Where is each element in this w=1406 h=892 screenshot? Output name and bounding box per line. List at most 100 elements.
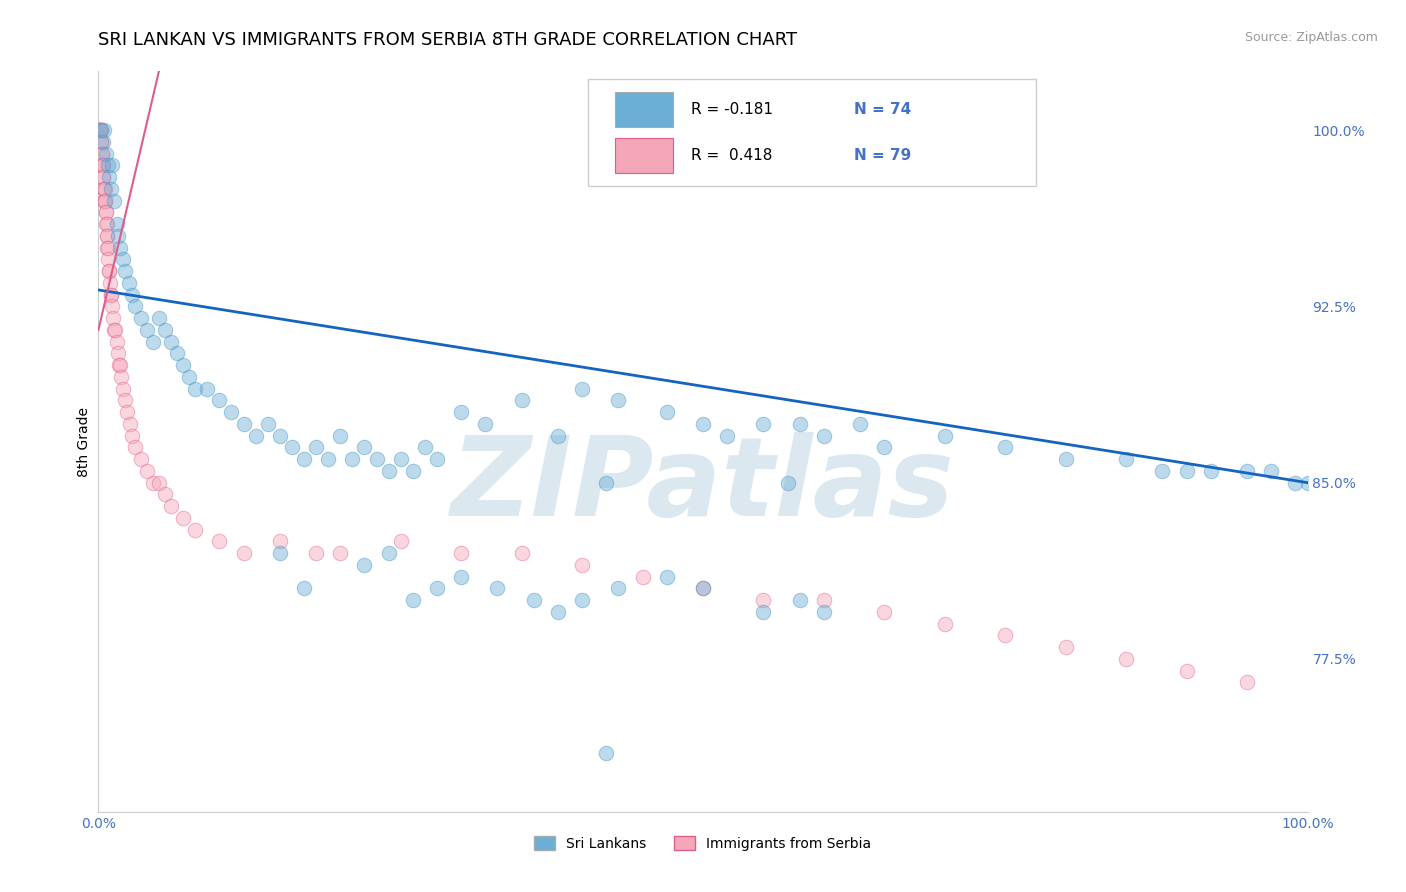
Point	[90, 135, 112, 149]
Point	[111, 382, 134, 396]
Point	[256, 417, 278, 431]
Point	[655, 405, 678, 419]
Point	[142, 475, 165, 490]
Point	[366, 452, 388, 467]
Point	[90, 135, 112, 149]
Point	[1175, 664, 1198, 678]
Point	[121, 287, 143, 301]
Point	[124, 441, 146, 455]
Point	[114, 393, 136, 408]
Point	[94, 205, 117, 219]
Point	[90, 123, 112, 137]
Point	[269, 546, 291, 560]
Point	[111, 252, 134, 267]
Point	[1175, 464, 1198, 478]
Point	[100, 182, 122, 196]
Point	[1054, 640, 1077, 655]
Point	[655, 570, 678, 584]
Point	[316, 452, 339, 467]
Point	[135, 464, 157, 478]
Point	[510, 393, 533, 408]
Point	[93, 182, 115, 196]
Point	[124, 299, 146, 313]
Point	[89, 123, 111, 137]
Point	[292, 452, 315, 467]
Point	[292, 582, 315, 596]
Point	[90, 123, 112, 137]
Point	[329, 428, 352, 442]
Point	[142, 334, 165, 349]
Point	[413, 441, 436, 455]
Point	[97, 241, 120, 255]
Point	[97, 158, 120, 172]
Point	[776, 475, 799, 490]
Point	[179, 370, 201, 384]
Text: Source: ZipAtlas.com: Source: ZipAtlas.com	[1244, 31, 1378, 45]
Point	[426, 452, 449, 467]
Point	[172, 358, 194, 372]
Point	[89, 123, 111, 137]
FancyBboxPatch shape	[588, 78, 1035, 186]
Point	[389, 452, 412, 467]
Point	[172, 511, 194, 525]
Point	[1236, 675, 1258, 690]
Point	[153, 323, 176, 337]
Text: R = -0.181: R = -0.181	[690, 102, 773, 117]
Point	[232, 546, 254, 560]
Point	[752, 417, 775, 431]
Point	[571, 593, 593, 607]
Point	[87, 123, 110, 137]
Point	[692, 582, 714, 596]
Point	[160, 499, 183, 513]
Point	[93, 170, 115, 185]
Point	[105, 334, 128, 349]
Legend: Sri Lankans, Immigrants from Serbia: Sri Lankans, Immigrants from Serbia	[529, 830, 877, 856]
Point	[1199, 464, 1222, 478]
Point	[994, 628, 1017, 642]
Point	[107, 346, 129, 360]
Point	[94, 146, 117, 161]
Text: R =  0.418: R = 0.418	[690, 148, 772, 163]
Point	[121, 428, 143, 442]
Point	[93, 182, 115, 196]
Point	[103, 323, 125, 337]
Point	[96, 217, 118, 231]
Point	[305, 546, 328, 560]
Point	[377, 464, 399, 478]
Point	[934, 428, 956, 442]
Point	[547, 428, 569, 442]
Point	[105, 217, 128, 231]
Point	[873, 441, 896, 455]
Point	[91, 158, 114, 172]
Point	[873, 605, 896, 619]
Point	[1054, 452, 1077, 467]
Point	[281, 441, 304, 455]
Point	[1236, 464, 1258, 478]
Point	[101, 311, 124, 326]
Point	[245, 428, 267, 442]
Text: ZIPatlas: ZIPatlas	[451, 433, 955, 540]
Point	[305, 441, 328, 455]
Point	[1296, 475, 1319, 490]
Point	[195, 382, 218, 396]
Point	[1152, 464, 1174, 478]
Point	[389, 534, 412, 549]
Point	[208, 534, 231, 549]
Point	[934, 616, 956, 631]
Point	[100, 299, 122, 313]
Point	[1115, 452, 1137, 467]
Point	[813, 593, 835, 607]
Point	[510, 546, 533, 560]
Point	[90, 146, 112, 161]
Point	[716, 428, 738, 442]
Y-axis label: 8th Grade: 8th Grade	[77, 407, 91, 476]
Text: N = 79: N = 79	[855, 148, 911, 163]
Text: N = 74: N = 74	[855, 102, 911, 117]
Point	[91, 146, 114, 161]
Point	[89, 123, 111, 137]
Point	[96, 217, 118, 231]
Point	[232, 417, 254, 431]
Point	[148, 311, 170, 326]
Point	[160, 334, 183, 349]
Point	[789, 417, 811, 431]
